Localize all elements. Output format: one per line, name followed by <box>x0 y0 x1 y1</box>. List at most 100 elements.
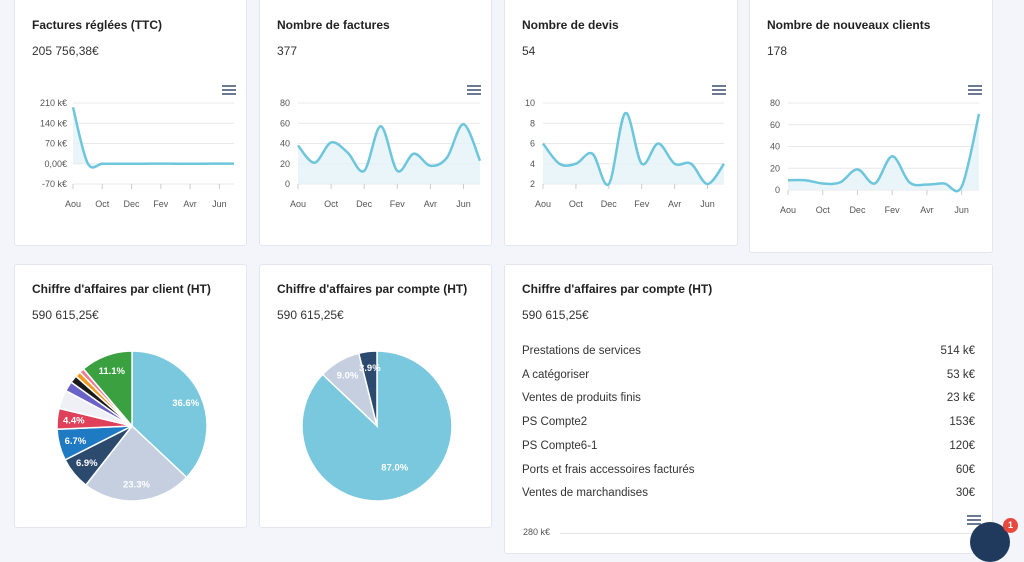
pie-slice[interactable] <box>357 350 378 427</box>
slice-label: 9.0% <box>337 370 359 381</box>
card-title: Chiffre d'affaires par client (HT) <box>32 282 211 296</box>
slice-label: 87.0% <box>381 462 408 473</box>
card-value: 54 <box>522 44 536 58</box>
account-label: PS Compte2 <box>522 416 588 429</box>
chart-menu-icon[interactable] <box>712 85 726 95</box>
y-tick-label: 10 <box>525 98 535 108</box>
account-row: Prestations de services 514 k€ <box>522 345 975 357</box>
card-value: 590 615,25€ <box>522 308 589 322</box>
x-tick-label: Aou <box>780 205 796 215</box>
y-tick-label: 210 k€ <box>40 98 67 108</box>
slice-label: 6.7% <box>65 436 87 447</box>
account-amount: 514 k€ <box>940 345 975 357</box>
x-tick-label: Fev <box>634 199 650 209</box>
card-ca-par-compte-pie: Chiffre d'affaires par compte (HT) 590 6… <box>259 264 492 528</box>
account-label: A catégoriser <box>522 368 590 381</box>
y-tick-label: 40 <box>280 139 290 149</box>
y-tick-label: 6 <box>530 139 535 149</box>
account-row: Ventes de marchandises 30€ <box>522 487 975 499</box>
card-value: 377 <box>277 44 298 58</box>
pie-slice[interactable] <box>82 350 133 429</box>
y-tick-label: 0 <box>775 185 780 195</box>
series-line <box>71 107 235 169</box>
y-tick-label: 40 <box>770 142 780 152</box>
y-tick-label: 0,00€ <box>44 159 67 169</box>
account-label: Ventes de produits finis <box>522 392 641 405</box>
y-tick-label: 20 <box>280 159 290 169</box>
account-amount: 53 k€ <box>946 368 975 381</box>
pie-slice[interactable] <box>131 350 208 479</box>
account-row: Ventes de produits finis 23 k€ <box>522 392 975 404</box>
account-label: PS Compte6-1 <box>522 439 598 452</box>
slice-label: 23.3% <box>123 479 150 490</box>
account-label: Ports et frais accessoires facturés <box>522 463 695 476</box>
chat-notification-badge: 1 <box>1003 518 1018 533</box>
chart-menu-icon[interactable] <box>222 85 236 95</box>
x-tick-label: Jun <box>212 199 227 209</box>
x-tick-label: Avr <box>424 199 437 209</box>
card-title: Nombre de nouveaux clients <box>767 18 931 32</box>
card-title: Nombre de devis <box>522 18 619 32</box>
line-chart: 210 k€ 140 k€ 70 k€ 0,00€ -70 k€ Aou Oct Dec Fev… <box>40 98 235 209</box>
y-tick-label: 60 <box>770 120 780 130</box>
account-row: PS Compte2 153€ <box>522 416 975 428</box>
x-tick-label: Dec <box>356 199 373 209</box>
card-ca-par-client: Chiffre d'affaires par client (HT) 590 6… <box>14 264 247 528</box>
x-tick-label: Oct <box>816 205 831 215</box>
x-tick-label: Jun <box>700 199 715 209</box>
card-nouveaux-clients: Nombre de nouveaux clients 178 80 60 40 20 0… <box>749 0 993 253</box>
y-tick-label: 80 <box>280 98 290 108</box>
y-tick-label: 0 <box>285 179 290 189</box>
slice-label: 3.9% <box>359 363 381 374</box>
x-tick-label: Fev <box>885 205 901 215</box>
slice-label: 6.9% <box>76 458 98 469</box>
slice-label: 11.1% <box>99 366 126 377</box>
card-nombre-devis: Nombre de devis 54 10 8 6 4 2 Aou Oct Dec Fev Avr… <box>504 0 738 246</box>
card-title: Factures réglées (TTC) <box>32 18 163 32</box>
account-label: Prestations de services <box>522 345 641 357</box>
x-tick-label: Oct <box>324 199 339 209</box>
area-fill <box>543 112 724 185</box>
y-tick-label: 8 <box>530 118 535 128</box>
x-tick-label: Jun <box>456 199 471 209</box>
pie-chart: 87.0% 9.0%3.9% <box>301 350 453 502</box>
account-amount: 23 k€ <box>946 392 975 405</box>
y-tick-label: 60 <box>280 118 290 128</box>
chart-menu-icon[interactable] <box>967 515 981 525</box>
account-row: Ports et frais accessoires facturés 60€ <box>522 464 975 476</box>
series-line <box>297 123 482 173</box>
x-tick-label: Fev <box>153 199 169 209</box>
account-row: A catégoriser 53 k€ <box>522 369 975 381</box>
x-tick-label: Dec <box>849 205 866 215</box>
account-label: Ventes de marchandises <box>522 487 648 500</box>
card-value: 178 <box>767 44 788 58</box>
x-tick-label: Jun <box>954 205 969 215</box>
y-tick-label: 20 <box>770 163 780 173</box>
card-value: 590 615,25€ <box>32 308 99 322</box>
area-fill <box>788 113 979 192</box>
x-tick-label: Aou <box>65 199 81 209</box>
chart-menu-icon[interactable] <box>968 85 982 95</box>
y-tick-label: 70 k€ <box>45 139 67 149</box>
gridline <box>560 533 972 534</box>
account-amount: 120€ <box>949 439 975 452</box>
card-title: Nombre de factures <box>277 18 390 32</box>
pie-slice[interactable] <box>84 424 188 502</box>
y-tick-label: 4 <box>530 159 535 169</box>
x-tick-label: Aou <box>535 199 551 209</box>
card-title: Chiffre d'affaires par compte (HT) <box>277 282 468 296</box>
x-tick-label: Avr <box>920 205 933 215</box>
slice-label: 36.6% <box>172 398 199 409</box>
y-tick-label: 280 k€ <box>523 527 551 537</box>
y-tick-label: 140 k€ <box>40 118 67 128</box>
area-fill <box>73 107 234 168</box>
account-amount: 153€ <box>949 416 975 429</box>
x-tick-label: Avr <box>183 199 196 209</box>
x-tick-label: Oct <box>569 199 584 209</box>
y-tick-label: 80 <box>770 98 780 108</box>
chart-menu-icon[interactable] <box>467 85 481 95</box>
card-value: 205 756,38€ <box>32 44 99 58</box>
x-tick-label: Aou <box>290 199 306 209</box>
